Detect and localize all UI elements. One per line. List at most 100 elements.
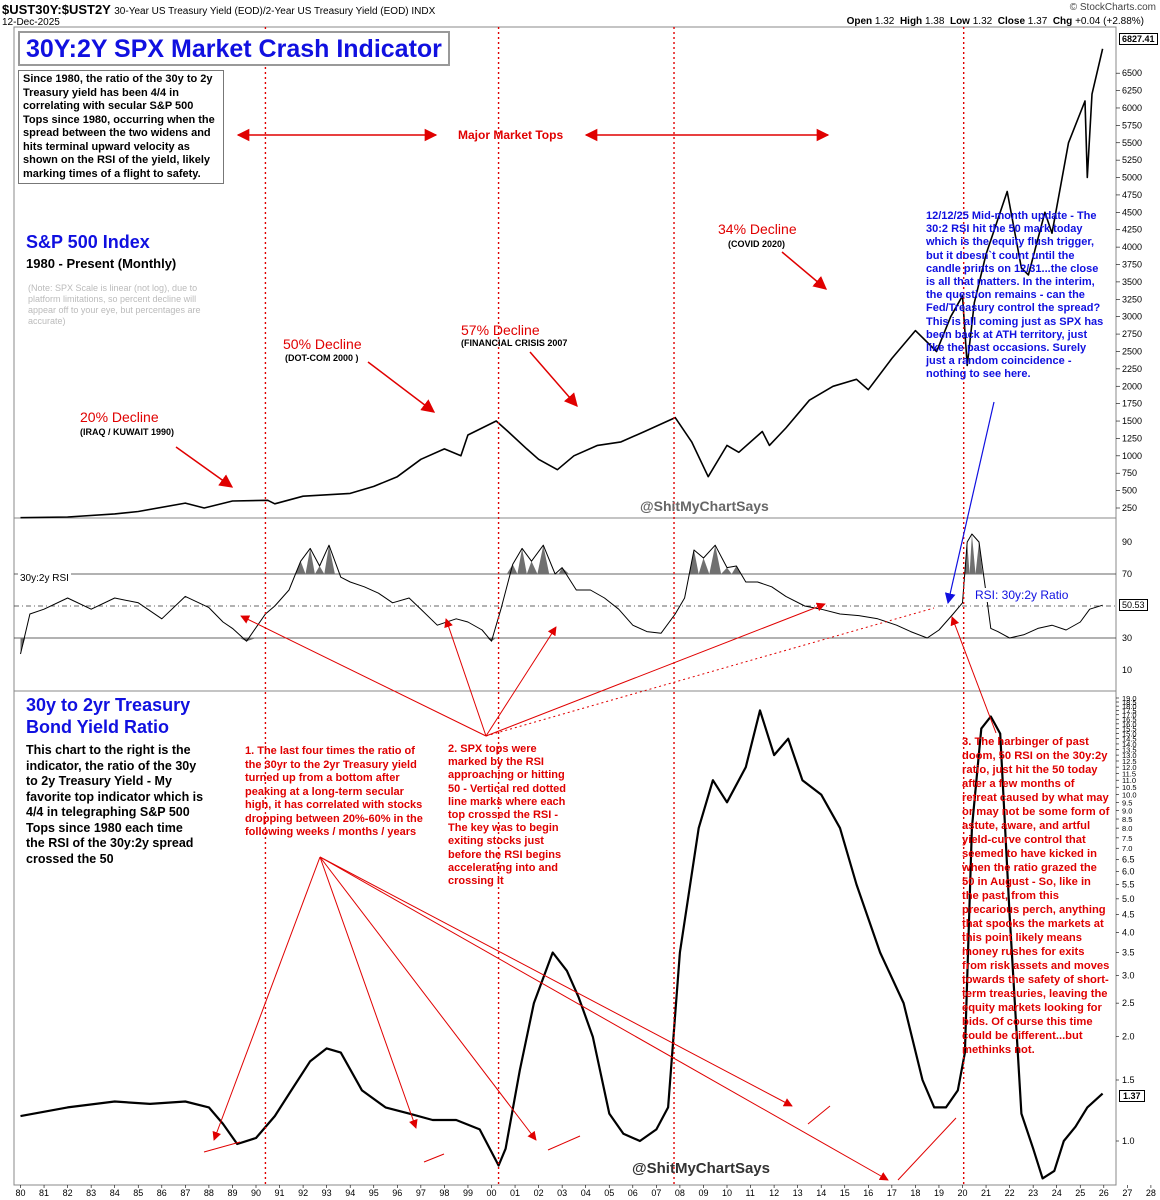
spx-y-tick-label: 5250 [1122,155,1142,165]
rsi-overbought-fill [517,548,527,574]
update-arrow [944,401,995,605]
x-tick-label: 20 [958,1188,968,1198]
major-tops-label: Major Market Tops [458,128,564,142]
bottom-trendline [547,1135,581,1151]
spx-y-tick-label: 4750 [1122,190,1142,200]
close-value: 1.37 [1027,16,1048,27]
spx-heading: S&P 500 Index [26,232,150,252]
x-tick-label: 19 [934,1188,944,1198]
x-tick-label: 83 [86,1188,96,1198]
tick-labels-layer: 80 81 82 83 84 85 86 87 88 89 90 91 92 93 94 95 96 97 98 99… [16,68,1156,1198]
x-tick-label: 94 [345,1188,355,1198]
rsi-overbought-fill [698,558,710,574]
x-tick-label: 05 [604,1188,614,1198]
x-tick-label: 04 [581,1188,591,1198]
spx-subheading: 1980 - Present (Monthly) [26,256,177,271]
ratio-y-tick-label: 9.0 [1122,806,1132,815]
x-tick-label: 22 [1005,1188,1015,1198]
rsi-overbought-fill [294,561,306,574]
rsi-overbought-fill [537,545,550,574]
rsi-last-value-tag: 50.53 [1119,599,1148,611]
spx-y-tick-label: 2250 [1122,364,1142,374]
open-label: Open [846,16,873,27]
rsi-annotation: RSI: 30y:2y Ratio [972,588,1072,602]
intro-text: Since 1980, the ratio of the 30y to 2y T… [18,70,224,184]
low-value: 1.32 [972,16,993,27]
ratio-y-tick-label: 7.5 [1122,834,1132,843]
rsi-overbought-fill [964,542,970,574]
x-tick-label: 96 [392,1188,402,1198]
spx-y-tick-label: 4000 [1122,242,1142,252]
spx-y-tick-label: 3500 [1122,277,1142,287]
close-label: Close [997,16,1026,27]
spx-y-tick-label: 1250 [1122,433,1142,443]
annotation-2-arrow [485,607,935,737]
open-value: 1.32 [874,16,895,27]
spx-y-tick-label: 3750 [1122,260,1142,270]
spx-y-tick-label: 500 [1122,486,1137,496]
ratio-y-tick-label: 15.5 [1122,725,1137,734]
ratio-y-tick-label: 17.0 [1122,711,1137,720]
decline-arrow [367,361,436,413]
x-tick-label: 14 [816,1188,826,1198]
x-tick-label: 98 [439,1188,449,1198]
spx-y-tick-label: 250 [1122,503,1137,513]
spx-y-tick-label: 6000 [1122,103,1142,113]
annotation-arrows [175,128,997,1181]
x-tick-label: 97 [416,1188,426,1198]
decline-arrow [529,351,578,408]
x-tick-label: 81 [39,1188,49,1198]
ratio-last-value-tag: 1.37 [1119,1090,1145,1102]
chart-title: 30Y:2Y SPX Market Crash Indicator [18,31,450,66]
ratio-y-tick-label: 11.0 [1122,776,1136,785]
x-tick-label: 03 [557,1188,567,1198]
ratio-panel-frame [13,690,1117,1186]
x-tick-label: 17 [887,1188,897,1198]
ratio-y-tick-label: 16.5 [1122,715,1137,724]
x-tick-label: 99 [463,1188,473,1198]
symbol-description: 30-Year US Treasury Yield (EOD)/2-Year U… [114,6,436,17]
ratio-y-tick-label: 12.0 [1122,763,1137,772]
grid-layer [14,573,1116,639]
x-tick-label: 85 [133,1188,143,1198]
series-layer [20,48,1104,1180]
ratio-heading: 30y to 2yr Treasury Bond Yield Ratio [26,694,190,738]
spx-price-line [20,48,1104,519]
ratio-y-tick-label: 12.5 [1122,757,1137,766]
chg-label: Chg [1052,16,1073,27]
spx-y-tick-label: 6500 [1122,68,1142,78]
x-tick-label: 24 [1052,1188,1062,1198]
spx-y-tick-label: 1000 [1122,451,1142,461]
ratio-y-tick-label: 13.5 [1122,745,1137,754]
annotation-2-arrow [444,618,487,737]
ratio-y-tick-label: 4.0 [1122,927,1135,937]
rsi-overbought-fill [721,567,732,574]
rsi-overbought-fill [324,545,335,574]
rsi-overbought-fill [314,566,325,574]
x-tick-label: 09 [698,1188,708,1198]
rsi-line [20,533,1103,655]
decline-event: (COVID 2020) [728,239,786,249]
spx-y-tick-label: 2500 [1122,346,1142,356]
ohlc-readout: Open 1.32 High 1.38 Low 1.32 Close 1.37 … [847,16,1144,27]
x-tick-label: 08 [675,1188,685,1198]
decline-arrow [781,251,828,290]
rsi-overbought-fill [506,564,518,574]
x-tick-label: 82 [63,1188,73,1198]
rsi-y-tick-label: 30 [1122,633,1132,643]
ratio-y-tick-label: 18.5 [1122,698,1137,707]
x-tick-label: 01 [510,1188,520,1198]
ratio-y-tick-label: 4.5 [1122,910,1135,920]
ratio-y-tick-label: 1.0 [1122,1136,1135,1146]
annotation-2-arrow [485,626,557,737]
ratio-y-tick-label: 15.0 [1122,730,1137,739]
spx-y-tick-label: 2000 [1122,381,1142,391]
decline-arrow [175,446,234,488]
x-tick-label: 23 [1028,1188,1038,1198]
rsi-overbought-fill [305,548,315,574]
annotation-1-arrow [212,856,321,1141]
x-tick-label: 16 [863,1188,873,1198]
spx-watermark: @ShitMyChartSays [640,498,769,514]
low-label: Low [949,16,970,27]
rsi-panel-frame [13,517,1117,692]
